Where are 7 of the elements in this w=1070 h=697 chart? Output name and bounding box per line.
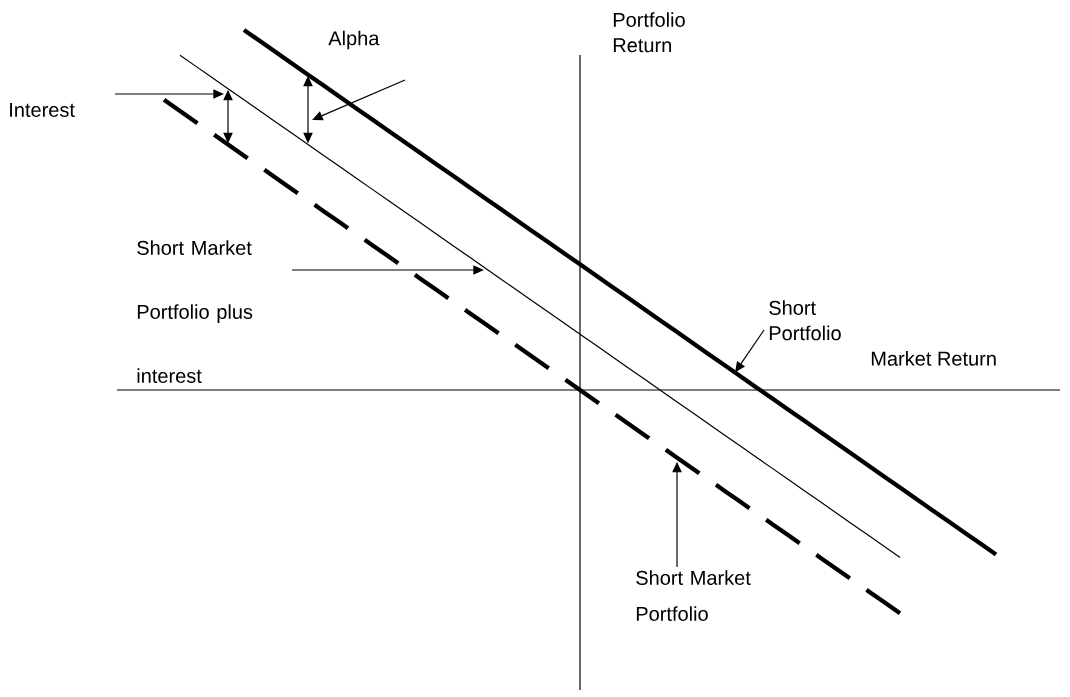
text: Short Portfolio	[769, 300, 841, 341]
x-axis-title: Market Return	[871, 351, 996, 366]
y-axis-title: Portfolio Return	[613, 12, 685, 53]
text: Short Market Portfolio	[636, 570, 751, 621]
text: Interest	[10, 103, 75, 117]
annotation: Alpha	[328, 30, 380, 50]
text: Short Market Portfolio plus interest	[137, 240, 253, 383]
